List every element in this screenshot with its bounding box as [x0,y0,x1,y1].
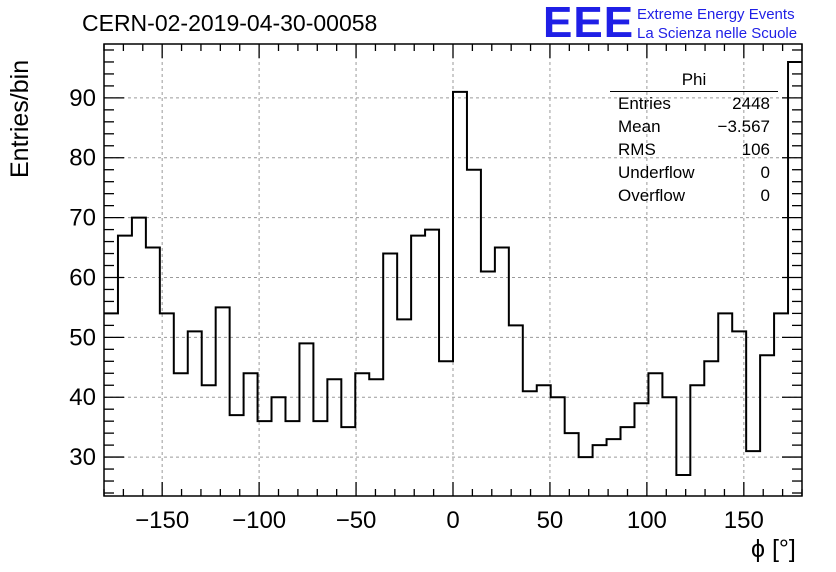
y-tick-label: 80 [69,145,96,172]
stats-label: RMS [618,140,656,159]
histogram-bin [202,385,216,496]
stats-row: Overflow 0 [610,184,778,207]
axis-ticks [103,44,803,496]
histogram-bin [788,62,802,496]
histogram-bin [341,427,355,496]
histogram-bin [662,397,676,496]
x-axis-label: ϕ [°] [751,535,796,563]
histogram-bin [495,248,509,496]
stats-label: Mean [618,117,661,136]
stats-value: 2448 [732,94,770,113]
stats-row: Underflow 0 [610,161,778,184]
histogram-bin [718,313,732,496]
stats-box: Phi Entries 2448 Mean −3.567 RMS 106 Und… [610,70,778,207]
y-axis-label: Entries/bin [6,59,34,178]
x-tick-label: −150 [135,507,189,534]
x-tick-label: 50 [537,507,564,534]
histogram-bin [607,439,621,496]
histogram-outline [104,60,802,477]
histogram-bin [593,445,607,496]
histogram-bin [383,254,397,496]
histogram-bin [174,373,188,496]
y-tick-label: 70 [69,205,96,232]
histogram-bin [216,307,230,496]
histogram-bin [760,355,774,496]
chart-title: CERN-02-2019-04-30-00058 [82,10,378,36]
y-tick-label: 90 [69,85,96,112]
histogram-bin [621,427,635,496]
logo-line-1: Extreme Energy Events [637,6,795,23]
stats-value: 0 [760,163,770,182]
histogram-bin [704,361,718,496]
stats-label: Entries [618,94,671,113]
histogram-bin [299,343,313,496]
histogram-bin [551,397,565,496]
y-tick-label: 50 [69,324,96,351]
stats-title: Phi [610,70,778,92]
y-tick-label: 40 [69,384,96,411]
y-tick-label: 60 [69,264,96,291]
histogram-bin [146,248,160,496]
histogram-bin [467,170,481,496]
histogram-bin [397,319,411,496]
y-tick-label: 30 [69,444,96,471]
histogram-bin [481,271,495,496]
eee-logo: EEE [543,0,635,47]
stats-label: Underflow [618,163,695,182]
histogram-bin [746,451,760,496]
stats-value: −3.567 [717,117,770,136]
logo-line-2: La Scienza nelle Scuole [637,25,798,42]
histogram-bin [565,433,579,496]
histogram-bin [509,325,523,496]
histogram-bin [244,373,258,496]
x-tick-label: 0 [446,507,459,534]
histogram-bin [425,230,439,496]
stats-row: Mean −3.567 [610,115,778,138]
histogram-bin [188,331,202,496]
x-tick-label: 150 [724,507,764,534]
tick-labels: −150 −100 −50 0 50 100 150 30 40 50 60 70 80 90 [69,85,764,534]
stats-value: 106 [741,140,770,159]
x-tick-label: −50 [336,507,377,534]
histogram-bin [523,391,537,496]
histogram-bin [230,415,244,496]
x-tick-label: −100 [232,507,286,534]
histogram-bin [648,373,662,496]
stats-label: Overflow [618,186,686,205]
stats-value: 0 [760,186,770,205]
histogram-bin [285,421,299,496]
histogram-bin [676,475,690,496]
x-tick-label: 100 [627,507,667,534]
histogram-bin [690,385,704,496]
histogram-bin [579,457,593,496]
histogram-bin [453,92,467,496]
histogram-bin [774,313,788,496]
histogram-bin [355,373,369,496]
histogram-bin [537,385,551,496]
histogram-bin [313,421,327,496]
stats-row: Entries 2448 [610,92,778,115]
histogram-bin [439,361,453,496]
histogram-bin [272,397,286,496]
histogram-bin [132,218,146,496]
stats-row: RMS 106 [610,138,778,161]
